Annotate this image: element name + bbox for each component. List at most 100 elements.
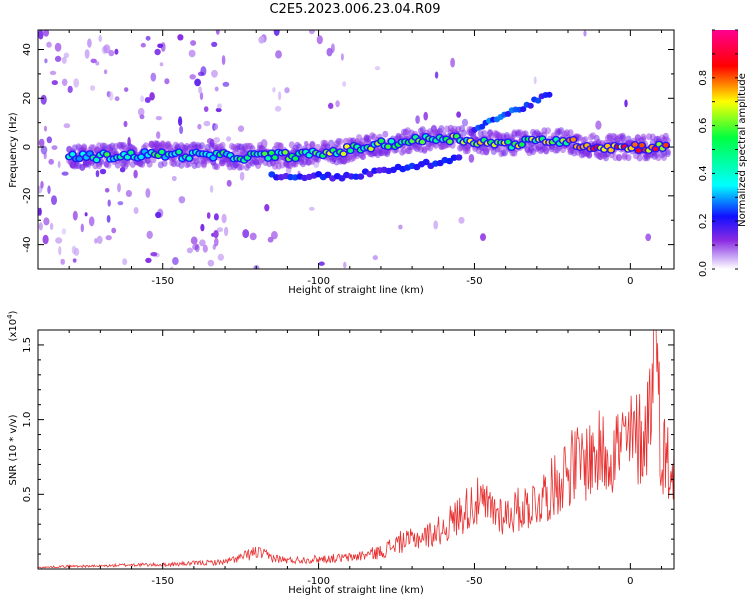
spectrogram-x-axis-label: Height of straight line (km) bbox=[288, 285, 424, 296]
x-tick-label: -50 bbox=[466, 576, 482, 587]
spectrogram-heatmap bbox=[38, 30, 671, 269]
snr-y-axis-label: SNR (10 * v/v) bbox=[8, 414, 19, 485]
heatmap-halo bbox=[81, 143, 88, 151]
heatmap-speck bbox=[108, 91, 114, 101]
heatmap-speck bbox=[318, 261, 325, 266]
heatmap-halo bbox=[178, 161, 185, 169]
heatmap-branch bbox=[455, 154, 463, 161]
heatmap-speck bbox=[207, 259, 215, 267]
heatmap-speck bbox=[223, 226, 229, 237]
heatmap-speck bbox=[211, 69, 218, 78]
y-tick-label: 0 bbox=[22, 144, 33, 150]
heatmap-ridge-core bbox=[138, 154, 144, 160]
heatmap-speck bbox=[213, 213, 219, 221]
heatmap-ridge-core bbox=[635, 148, 642, 153]
heatmap-halo bbox=[625, 154, 632, 162]
spectrogram-frame bbox=[37, 29, 675, 270]
heatmap-speck bbox=[171, 175, 177, 182]
heatmap-speck bbox=[47, 185, 51, 194]
heatmap-speck bbox=[43, 217, 50, 226]
heatmap-speck bbox=[275, 50, 282, 59]
heatmap-halo bbox=[438, 125, 445, 133]
heatmap-speck bbox=[177, 34, 184, 41]
heatmap-branch bbox=[519, 106, 527, 113]
heatmap-speck bbox=[284, 87, 290, 94]
heatmap-speck bbox=[155, 116, 163, 121]
heatmap-halo bbox=[545, 127, 551, 135]
heatmap-speck bbox=[49, 222, 54, 230]
heatmap-speck bbox=[145, 35, 151, 41]
x-tick-label: -50 bbox=[466, 276, 482, 287]
heatmap-speck bbox=[203, 106, 209, 112]
snr-y-ticks: 0.5 1.0 1.5 bbox=[22, 337, 674, 555]
heatmap-speck bbox=[58, 246, 62, 256]
heatmap-halo bbox=[616, 153, 623, 161]
heatmap-speck bbox=[645, 233, 652, 242]
heatmap-ridge-core bbox=[159, 149, 165, 155]
heatmap-speck bbox=[157, 43, 164, 49]
heatmap-speck bbox=[63, 123, 71, 129]
heatmap-halo bbox=[522, 130, 529, 138]
heatmap-speck bbox=[309, 206, 315, 211]
heatmap-speck bbox=[73, 247, 80, 256]
heatmap-speck bbox=[190, 236, 198, 245]
heatmap-speck bbox=[103, 44, 111, 54]
heatmap-ridge-core bbox=[663, 143, 669, 148]
heatmap-speck bbox=[40, 94, 47, 105]
heatmap-ridge-core bbox=[186, 156, 192, 161]
heatmap-speck bbox=[189, 74, 196, 80]
heatmap-speck bbox=[188, 49, 196, 58]
heatmap-branch bbox=[534, 97, 542, 104]
heatmap-ridge-core bbox=[292, 156, 299, 161]
heatmap-speck bbox=[145, 188, 151, 198]
heatmap-ridge-core bbox=[268, 150, 275, 156]
heatmap-speck bbox=[95, 61, 100, 66]
heatmap-speck bbox=[84, 49, 90, 59]
colorbar-tick-label: 0.0 bbox=[698, 261, 709, 277]
heatmap-speck bbox=[533, 76, 537, 85]
heatmap-speck bbox=[213, 137, 221, 143]
x-tick-label: 0 bbox=[627, 576, 633, 587]
heatmap-speck bbox=[122, 258, 128, 266]
y-tick-label: 20 bbox=[22, 92, 33, 105]
heatmap-speck bbox=[170, 266, 174, 269]
heatmap-speck bbox=[46, 41, 52, 48]
heatmap-speck bbox=[155, 211, 162, 219]
heatmap-speck bbox=[213, 124, 218, 131]
heatmap-ridge-core bbox=[124, 155, 131, 160]
heatmap-halo bbox=[214, 163, 220, 171]
heatmap-speck bbox=[271, 231, 278, 240]
heatmap-speck bbox=[156, 131, 161, 139]
heatmap-halo bbox=[161, 159, 168, 167]
heatmap-speck bbox=[61, 78, 68, 87]
heatmap-halo bbox=[582, 136, 589, 144]
heatmap-halo bbox=[296, 143, 303, 151]
heatmap-speck bbox=[99, 168, 107, 175]
heatmap-speck bbox=[57, 160, 61, 169]
y-tick-label: 40 bbox=[22, 43, 33, 56]
heatmap-speck bbox=[595, 120, 602, 130]
heatmap-speck bbox=[342, 81, 347, 87]
heatmap-speck bbox=[450, 57, 455, 68]
heatmap-ridge-core bbox=[454, 134, 460, 139]
heatmap-speck bbox=[46, 136, 52, 144]
heatmap-speck bbox=[308, 30, 315, 35]
x-tick-label: -100 bbox=[307, 576, 330, 587]
heatmap-ridge-core bbox=[447, 139, 453, 144]
heatmap-ridge-core bbox=[340, 151, 347, 156]
spectrogram-panel: -150 -100 -50 0 -40 -20 0 20 40 Height of strai… bbox=[8, 29, 675, 296]
heatmap-speck bbox=[43, 30, 50, 37]
heatmap-speck bbox=[242, 229, 250, 239]
heatmap-speck bbox=[80, 223, 85, 233]
heatmap-speck bbox=[107, 199, 111, 207]
heatmap-speck bbox=[61, 228, 67, 235]
heatmap-speck bbox=[150, 252, 158, 257]
heatmap-speck bbox=[84, 212, 88, 217]
heatmap-ridge-core bbox=[76, 156, 83, 161]
heatmap-speck bbox=[61, 56, 67, 64]
heatmap-halo bbox=[460, 129, 467, 137]
heatmap-ridge-core bbox=[282, 150, 288, 155]
heatmap-speck bbox=[249, 232, 257, 241]
heatmap-speck bbox=[458, 216, 465, 224]
colorbar-tick-label: 0.2 bbox=[698, 213, 709, 229]
